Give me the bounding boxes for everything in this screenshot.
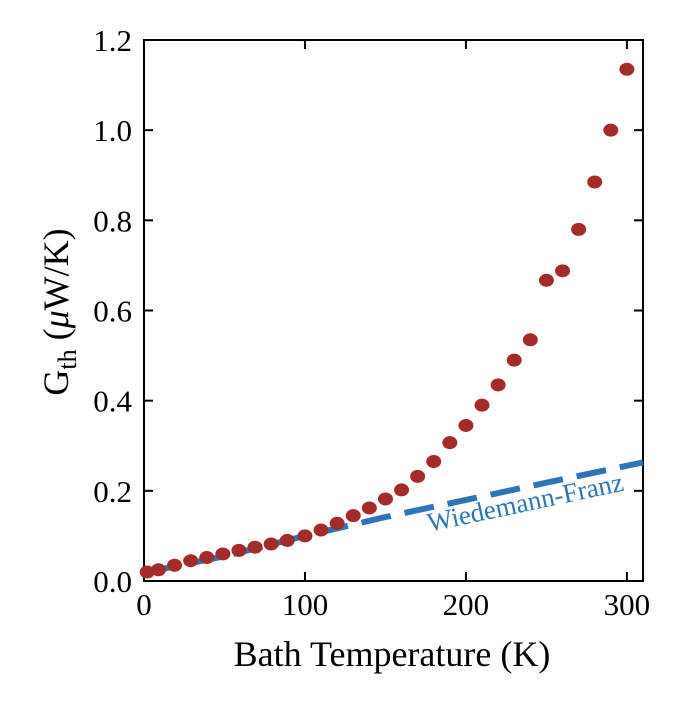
y-axis-title-unit-mu: μ — [36, 310, 76, 329]
data-point — [377, 492, 393, 506]
y-tick-label: 0.2 — [93, 474, 132, 509]
x-axis-title: Bath Temperature (K) — [234, 634, 551, 674]
y-axis-title-main: G — [36, 370, 76, 396]
svg-text:Gth (μW/K): Gth (μW/K) — [36, 228, 82, 395]
data-point — [394, 483, 410, 497]
data-point — [571, 222, 587, 236]
data-point — [345, 509, 361, 523]
y-axis-title: Gth (μW/K) — [36, 228, 82, 395]
y-axis-title-subscript: th — [53, 349, 82, 369]
x-tick-label: 0 — [136, 587, 152, 622]
data-point — [139, 565, 155, 579]
x-tick-label: 300 — [604, 587, 651, 622]
data-point — [442, 436, 458, 450]
data-point — [587, 175, 603, 189]
data-point — [458, 418, 474, 432]
y-tick-label: 0.4 — [93, 384, 132, 419]
data-point — [231, 543, 247, 557]
y-tick-label: 0.6 — [93, 294, 132, 329]
y-tick-label: 1.2 — [93, 23, 132, 58]
data-point — [522, 333, 538, 347]
data-point — [490, 378, 506, 392]
y-tick-label: 0.8 — [93, 203, 132, 238]
data-point — [329, 516, 345, 530]
y-tick-label: 1.0 — [93, 113, 132, 148]
data-point — [361, 501, 377, 515]
x-tick-label: 100 — [282, 587, 329, 622]
data-point — [247, 540, 263, 554]
wiedemann-franz-line — [146, 459, 644, 575]
data-point — [167, 558, 183, 572]
data-point — [506, 353, 522, 367]
y-axis-title-unit-rest: W/K) — [36, 228, 76, 310]
data-point — [199, 551, 215, 565]
data-point — [183, 554, 199, 568]
y-tick-label: 0.0 — [93, 564, 132, 599]
data-point — [619, 62, 635, 76]
y-axis-title-unit-open: ( — [36, 328, 76, 349]
data-point — [603, 123, 619, 137]
plot-area: 0 100 200 300 0.0 0.2 0.4 0.6 0.8 1.0 1.2 Wiedemann… — [93, 23, 650, 622]
data-point — [215, 547, 231, 561]
data-point — [313, 523, 329, 537]
data-point — [474, 398, 490, 412]
data-point — [410, 469, 426, 483]
x-tick-label: 200 — [443, 587, 490, 622]
data-point — [555, 264, 571, 278]
data-point — [426, 455, 442, 469]
data-point — [150, 563, 166, 577]
wiedemann-franz-label: Wiedemann-Franz — [424, 467, 626, 538]
data-point — [279, 533, 295, 547]
data-point — [263, 537, 279, 551]
data-point — [297, 529, 313, 543]
data-point — [538, 273, 554, 287]
